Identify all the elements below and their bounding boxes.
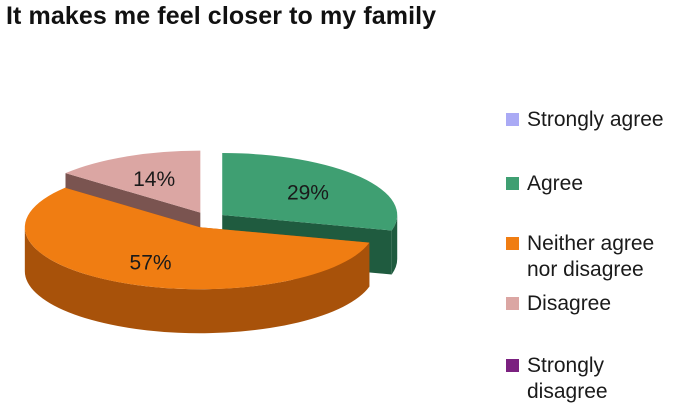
legend-item-strongly-agree: Strongly agree: [506, 107, 664, 133]
legend-label-line: Strongly agree: [527, 108, 664, 131]
legend-item-strongly-disagree: Strongly disagree: [506, 353, 608, 405]
disagree-data-label: 14%: [133, 168, 175, 191]
legend-swatch: [506, 113, 519, 126]
legend-label-line: Disagree: [527, 292, 612, 315]
neither-agree-nor-disagree-data-label: 57%: [130, 251, 172, 274]
legend-label: Agree: [527, 171, 583, 197]
neither-agree-nor-disagree-slice-side: [24, 227, 370, 334]
legend-label: Strongly agree: [527, 107, 664, 133]
legend-label-line: nor disagree: [527, 258, 644, 281]
legend-item-disagree: Disagree: [506, 291, 611, 317]
legend-item-neither-agree-nor-disagree: Neither agree nor disagree: [506, 231, 654, 283]
disagree-slice: [65, 150, 201, 213]
agree-slice-side: [391, 215, 398, 275]
chart-title: It makes me feel closer to my family: [6, 2, 437, 30]
legend-label-line: Strongly: [527, 354, 605, 377]
legend-label-line: Agree: [527, 172, 584, 195]
legend-item-agree: Agree: [506, 171, 583, 197]
neither-agree-nor-disagree-slice: [24, 187, 370, 290]
legend-swatch: [506, 177, 519, 190]
agree-data-label: 29%: [287, 181, 329, 204]
legend-label: Neither agree nor disagree: [527, 231, 654, 283]
pie-chart: 29% 57% 14%: [24, 150, 398, 334]
legend-label: Disagree: [527, 291, 611, 317]
legend-swatch: [506, 359, 519, 372]
legend-label-line: disagree: [527, 380, 608, 403]
agree-slice: [222, 153, 398, 231]
legend-label: Strongly disagree: [527, 353, 608, 405]
legend-swatch: [506, 297, 519, 310]
legend-label-line: Neither agree: [527, 232, 655, 255]
legend-swatch: [506, 237, 519, 250]
